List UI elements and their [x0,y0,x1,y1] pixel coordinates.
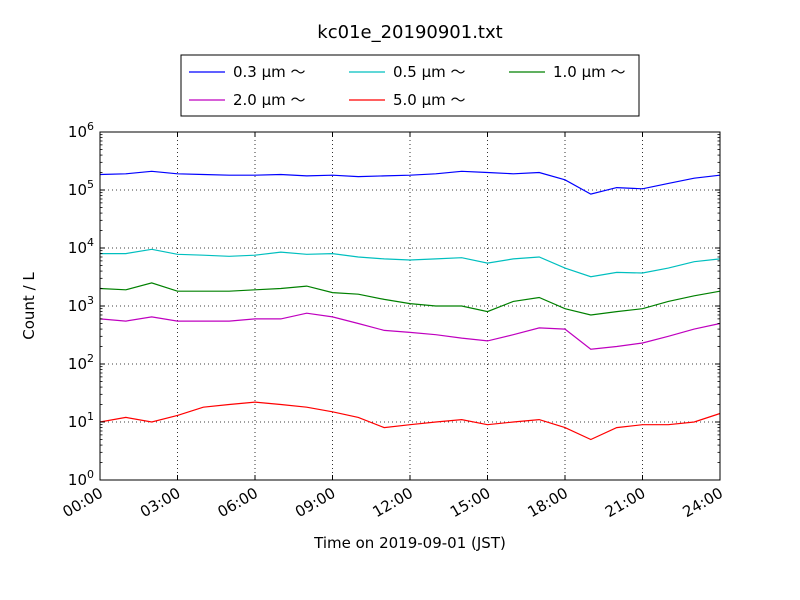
y-tick-label: 100 [68,468,94,489]
legend: 0.3 μm ～ 0.5 μm ～ 1.0 μm ～ 2.0 μm ～ 5.0 μm ～ [180,54,640,117]
series-lines [99,170,721,441]
legend-label: 0.5 μm ～ [393,63,466,81]
y-axis-label: Count / L [20,272,38,340]
legend-label: 0.3 μm ～ [233,63,306,81]
series-line [99,282,721,316]
series-line [99,312,721,350]
y-tick-labels: 100 101 102 103 104 105 106 [68,120,94,489]
legend-frame [180,54,640,117]
chart-title: kc01e_20190901.txt [317,22,502,43]
ticks [99,131,721,481]
legend-label: 1.0 μm ～ [553,63,626,81]
y-tick-label: 101 [68,410,94,431]
y-tick-label: 103 [68,294,94,315]
series-line [99,401,721,441]
y-tick-label: 102 [68,352,94,373]
y-tick-label: 104 [68,236,94,257]
y-tick-label: 105 [68,178,94,199]
series-line [100,248,721,278]
y-tick-label: 106 [68,120,94,141]
x-axis-label: Time on 2019-09-01 (JST) [313,534,506,552]
legend-label: 5.0 μm ～ [393,91,466,109]
legend-label: 2.0 μm ～ [233,91,306,109]
series-line [99,170,721,195]
